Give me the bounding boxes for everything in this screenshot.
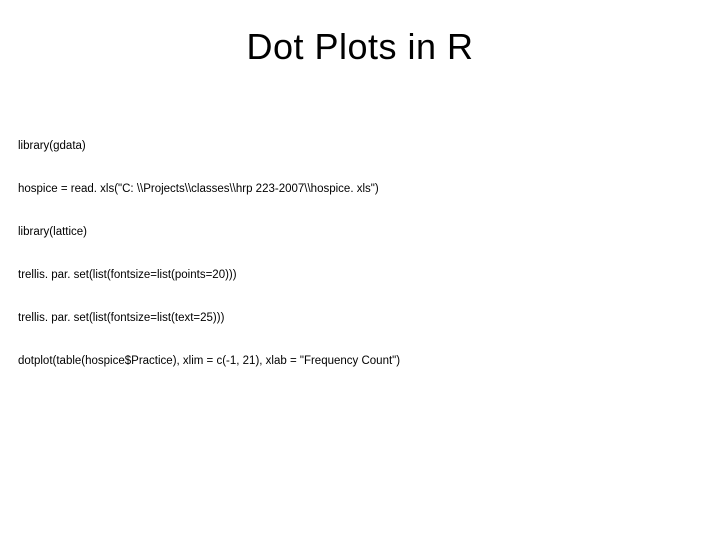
code-line: library(lattice) bbox=[18, 225, 400, 239]
code-line: dotplot(table(hospice$Practice), xlim = … bbox=[18, 354, 400, 368]
code-line: hospice = read. xls("C: \\Projects\\clas… bbox=[18, 182, 400, 196]
code-block: library(gdata) hospice = read. xls("C: \… bbox=[18, 110, 400, 398]
code-line: trellis. par. set(list(fontsize=list(poi… bbox=[18, 268, 400, 282]
slide: Dot Plots in R library(gdata) hospice = … bbox=[0, 0, 720, 540]
code-line: trellis. par. set(list(fontsize=list(tex… bbox=[18, 311, 400, 325]
code-line: library(gdata) bbox=[18, 139, 400, 153]
page-title: Dot Plots in R bbox=[0, 26, 720, 68]
